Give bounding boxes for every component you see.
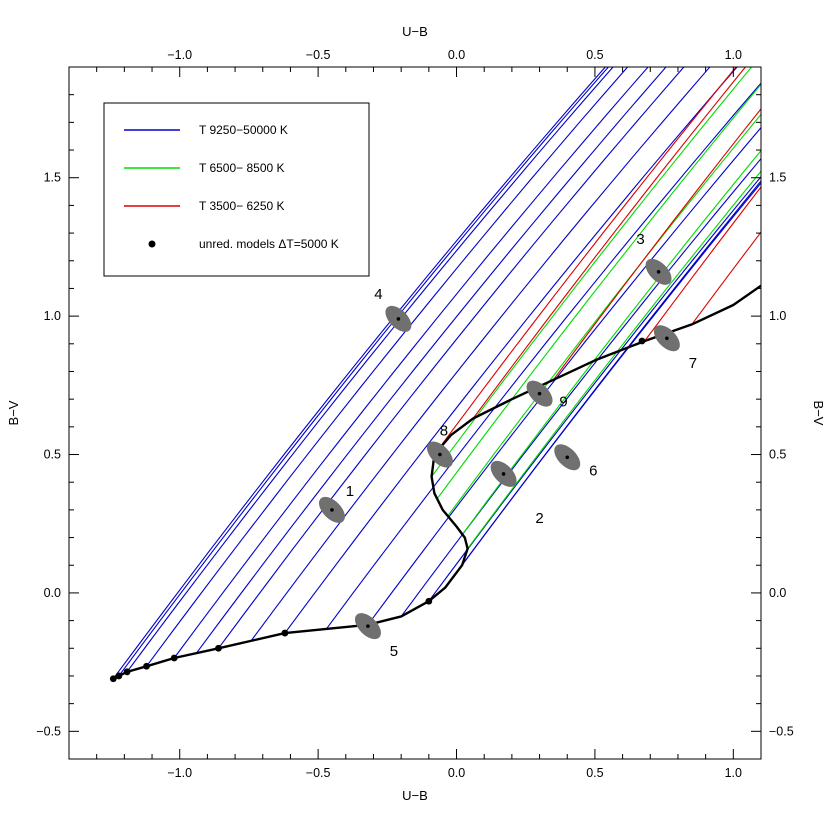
axis-labels: U−B U−B B−V B−V 1 2 3 4 5 6 7 8 9 [6, 24, 826, 803]
object-5-label: 5 [390, 643, 398, 660]
x-tick-label-bottom-1: −0.5 [306, 766, 331, 780]
object-9-point [537, 391, 542, 396]
x-tick-label-top-4: 1.0 [725, 48, 742, 62]
model-point-7 [281, 629, 289, 637]
reddening-line-hot-15 [461, 180, 761, 566]
legend-label-4: unred. models ΔT=5000 K [199, 237, 339, 251]
reddening-line-cool-22 [472, 67, 747, 419]
y-axis-label-left: B−V [6, 400, 21, 425]
y-tick-label-left-4: 1.5 [44, 171, 61, 185]
reddening-line-cool-23 [552, 107, 761, 381]
object-8-label: 8 [440, 422, 448, 439]
object-6-label: 6 [589, 462, 597, 479]
model-point-6 [215, 644, 222, 652]
model-point-5 [170, 654, 178, 662]
object-4-label: 4 [374, 286, 382, 303]
x-tick-label-top-2: 0.0 [448, 48, 465, 62]
x-tick-label-top-1: −0.5 [306, 48, 331, 62]
reddening-line-hot-8 [251, 67, 711, 641]
object-9-label: 9 [559, 394, 567, 411]
reddening-line-hot-3 [126, 67, 614, 673]
y-tick-label-left-2: 0.5 [44, 448, 61, 462]
reddening-line-hot-9 [284, 67, 738, 634]
y-tick-label-left-3: 1.0 [44, 309, 61, 323]
x-tick-label-top-3: 0.5 [586, 48, 603, 62]
reddening-line-hot-13 [428, 175, 761, 602]
model-point-3 [123, 668, 131, 676]
reddening-line-hot-1 [112, 67, 607, 680]
reddening-line-hot-10 [325, 82, 761, 630]
legend: T 9250−50000 K T 6500− 8500 K T 3500− 6250… [103, 102, 370, 277]
y-tick-label-right-2: 0.5 [769, 448, 786, 462]
y-tick-label-left-0: −0.5 [36, 724, 61, 738]
reddening-line-hot-12 [400, 157, 761, 617]
legend-label-2: T 6500− 8500 K [199, 161, 285, 175]
reddening-line-hot-11 [367, 126, 761, 626]
x-axis-label-bottom: U−B [402, 788, 428, 803]
object-2-label: 2 [535, 510, 543, 527]
y-tick-label-right-4: 1.5 [769, 171, 786, 185]
object-6-point [565, 455, 570, 460]
legend-label-1: T 9250−50000 K [199, 123, 288, 137]
x-tick-label-bottom-3: 0.5 [586, 766, 603, 780]
y-tick-label-left-1: 0.0 [44, 586, 61, 600]
model-point-9 [638, 337, 646, 345]
x-tick-label-top-0: −1.0 [167, 48, 192, 62]
object-2-point [501, 472, 506, 476]
object-7-point [665, 336, 669, 341]
object-1-point [330, 508, 334, 512]
plot-frame [68, 66, 762, 760]
y-tick-label-right-0: −0.5 [769, 724, 794, 738]
x-tick-label-bottom-0: −1.0 [167, 766, 192, 780]
reddening-line-hot-7 [218, 67, 685, 649]
y-axis-label-right: B−V [811, 401, 826, 426]
intrinsic-sequence-line [112, 284, 761, 680]
reddening-line-medium-17 [461, 149, 761, 536]
object-7-label: 7 [689, 355, 697, 372]
object-1-label: 1 [346, 483, 354, 500]
legend-box [103, 102, 370, 277]
y-tick-label-right-3: 1.0 [769, 309, 786, 323]
model-point-1 [109, 675, 117, 683]
x-tick-label-bottom-2: 0.0 [448, 766, 465, 780]
object-5-point [366, 624, 370, 628]
reddening-line-cool-21 [433, 67, 737, 455]
legend-label-3: T 3500− 6250 K [199, 199, 285, 213]
object-4-point [396, 317, 401, 321]
reddening-line-hot-5 [173, 67, 649, 659]
reddening-line-hot-4 [146, 67, 629, 667]
y-tick-label-right-1: 0.0 [769, 586, 786, 600]
reddening-line-hot-6 [195, 67, 667, 654]
object-3-point [656, 270, 661, 274]
object-8-point [438, 452, 442, 457]
x-tick-label-bottom-4: 1.0 [725, 766, 742, 780]
axes: −1.0 −1.0 −0.5 −0.5 0.0 0.0 0.5 0.5 1.0 1.0 −0.5 −0… [36, 48, 793, 780]
reddening-line-medium-16 [467, 170, 761, 549]
reddening-line-medium-20 [431, 67, 753, 478]
reddening-line-medium-18 [447, 113, 761, 516]
reddening-line-hot-2 [118, 67, 610, 677]
model-point-2 [115, 672, 123, 680]
model-point-8 [425, 597, 433, 605]
model-point-4 [143, 662, 150, 670]
reddening-line-medium-19 [436, 83, 761, 500]
legend-dot-4 [148, 240, 156, 248]
object-3-label: 3 [636, 231, 644, 248]
x-axis-label-top: U−B [402, 24, 428, 39]
plot-area [109, 67, 761, 683]
